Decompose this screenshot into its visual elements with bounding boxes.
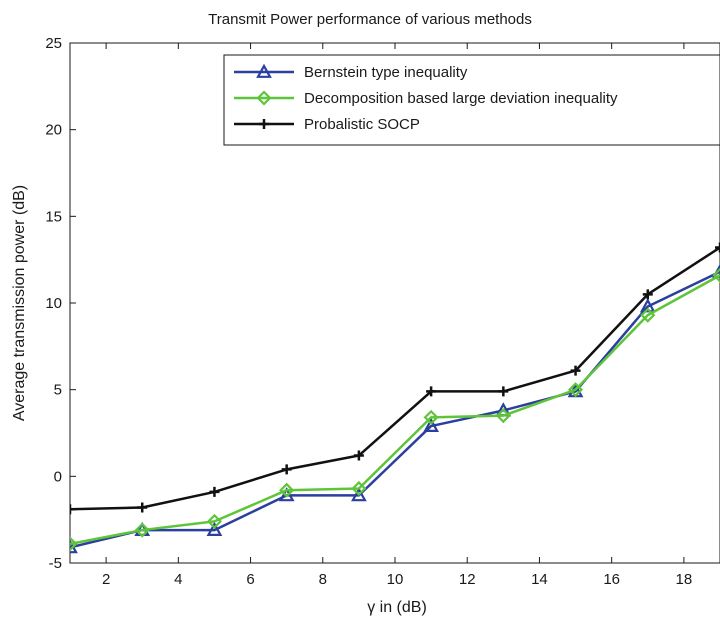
- legend-label: Bernstein type inequality: [304, 64, 468, 81]
- plus-marker: [570, 365, 581, 376]
- diamond-marker: [134, 522, 150, 538]
- x-tick-label: 18: [676, 571, 693, 588]
- plus-marker: [642, 289, 653, 300]
- diamond-marker: [206, 513, 223, 529]
- plot-area: [69, 42, 720, 564]
- diamond-marker: [712, 267, 720, 283]
- triangle-marker: [256, 63, 272, 78]
- diamond-marker: [351, 480, 367, 497]
- x-tick-label: 12: [459, 571, 476, 588]
- x-tick-label: 14: [531, 571, 548, 588]
- y-tick-label: 0: [54, 468, 62, 485]
- x-tick-label: 16: [603, 571, 620, 588]
- x-axis: 2 4 6 8 10 12 14 16 18: [102, 43, 692, 588]
- plus-marker: [70, 504, 75, 515]
- diamond-marker: [567, 382, 584, 398]
- y-tick-label: 15: [45, 208, 62, 225]
- diamond-marker: [495, 408, 511, 424]
- plus-marker: [209, 486, 220, 497]
- y-axis-title: Average transmission power (dB): [11, 185, 28, 421]
- plus-marker: [715, 242, 720, 253]
- legend-item: Decomposition based large deviation ineq…: [234, 90, 618, 107]
- x-tick-label: 10: [387, 571, 404, 588]
- y-tick-label: 25: [45, 35, 62, 52]
- series-diamond: [70, 267, 720, 552]
- y-tick-label: 5: [54, 382, 62, 399]
- plus-marker: [137, 502, 148, 513]
- x-tick-label: 4: [174, 571, 182, 588]
- triangle-marker: [278, 487, 295, 502]
- x-tick-label: 6: [246, 571, 254, 588]
- y-tick-label: 10: [45, 295, 62, 312]
- series-layer: [70, 242, 720, 554]
- triangle-marker: [423, 417, 439, 432]
- plus-marker: [353, 450, 364, 461]
- chart-title: Transmit Power performance of various me…: [208, 11, 532, 28]
- triangle-marker: [206, 521, 223, 536]
- series-triangle: [70, 263, 720, 554]
- legend-label: Decomposition based large deviation ineq…: [304, 90, 618, 107]
- series-plus: [70, 242, 720, 515]
- diamond-marker: [70, 536, 78, 552]
- diamond-marker: [279, 482, 295, 498]
- triangle-marker: [351, 487, 367, 502]
- plus-marker: [259, 119, 269, 129]
- series-line: [70, 270, 720, 549]
- y-axis: -5 0 5 10 15 20 25: [45, 35, 76, 572]
- diamond-marker: [256, 90, 272, 106]
- diamond-marker: [423, 409, 439, 425]
- y-tick-label: 20: [45, 122, 62, 139]
- y-tick-label: -5: [49, 555, 62, 572]
- series-line: [70, 246, 720, 511]
- plus-marker: [281, 464, 292, 475]
- legend: Bernstein type inequality Decomposition b…: [223, 54, 720, 146]
- x-axis-title: γ in (dB): [367, 599, 427, 616]
- legend-item: Probalistic SOCP: [234, 116, 420, 133]
- legend-label: Probalistic SOCP: [304, 116, 420, 133]
- series-line: [70, 274, 720, 546]
- legend-item: Bernstein type inequality: [234, 63, 468, 81]
- legend-box: [223, 54, 720, 146]
- diamond-marker: [640, 307, 656, 323]
- x-tick-label: 2: [102, 571, 110, 588]
- x-tick-label: 8: [319, 571, 327, 588]
- triangle-marker: [639, 298, 656, 313]
- plus-marker: [426, 386, 437, 397]
- plus-marker: [498, 386, 509, 397]
